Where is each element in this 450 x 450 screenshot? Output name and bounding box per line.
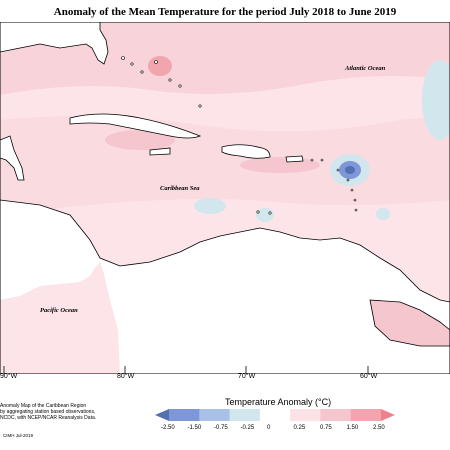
north-america-florida	[0, 22, 109, 65]
island	[320, 158, 324, 162]
legend-arrow-left	[155, 409, 169, 421]
cool-core-inner	[345, 166, 355, 174]
cool-spot-caribbean	[194, 198, 226, 214]
map-title: Anomaly of the Mean Temperature for the …	[53, 6, 397, 18]
cool-spot-atlantic	[422, 60, 450, 140]
island	[336, 168, 340, 172]
cool-spot-tobago	[376, 208, 390, 220]
legend-swatch	[259, 409, 291, 421]
small-islands	[121, 56, 358, 215]
anomaly-band-north	[0, 22, 450, 95]
warm-spot-hispaniola	[240, 157, 320, 173]
legend-swatch	[320, 409, 352, 421]
guyana-warm	[369, 299, 450, 347]
longitude-label-60w: 60°W	[360, 373, 378, 380]
legend-swatch	[350, 409, 382, 421]
island	[268, 211, 272, 215]
legend-tick-label: 0	[267, 425, 271, 431]
label-caribbean-sea: Caribbean Sea	[160, 185, 200, 192]
island	[198, 104, 202, 108]
warm-spot-bahamas	[148, 56, 172, 76]
island	[350, 188, 354, 192]
temperature-anomaly-map: Atlantic Ocean Caribbean Sea Pacific Oce…	[0, 22, 450, 374]
legend-tick-label: -0.75	[214, 425, 228, 431]
cuba	[69, 113, 202, 139]
credit-line: by aggregating station based observation…	[0, 409, 96, 415]
legend-tick-label: 0.25	[293, 425, 306, 431]
label-pacific-ocean: Pacific Ocean	[40, 307, 78, 314]
legend-arrow-right	[381, 409, 395, 421]
yucatan	[0, 135, 25, 181]
island	[310, 158, 314, 162]
legend-tick-label: 1.50	[346, 425, 359, 431]
cool-spot-aruba	[256, 208, 274, 222]
island	[154, 60, 158, 64]
longitude-label-70w: 70°W	[238, 373, 256, 380]
legend-tick-label: 0.75	[320, 425, 332, 431]
island	[168, 78, 172, 82]
longitude-ticks	[3, 366, 369, 374]
legend-swatch	[199, 409, 231, 421]
legend-colorbar	[155, 409, 395, 421]
island	[121, 56, 125, 60]
warm-spot-cayman	[105, 130, 175, 150]
legend-title: Temperature Anomaly (°C)	[225, 397, 332, 407]
pacific-ocean	[0, 262, 120, 374]
credit-id: CIMH Jul-2019	[3, 433, 34, 438]
legend-swatch	[169, 409, 200, 421]
island	[354, 208, 358, 212]
legend-tick-label: 2.50	[373, 425, 385, 431]
hispaniola	[221, 144, 271, 159]
landmasses	[0, 22, 450, 374]
puerto-rico	[285, 155, 304, 163]
credit-line: Anomaly Map of the Caribbean Region	[0, 403, 87, 409]
legend-tick-label: -0.25	[240, 425, 255, 431]
longitude-label-90w: 90°W	[0, 373, 18, 380]
legend-tick-label: -2.50	[161, 425, 175, 431]
island	[256, 210, 260, 214]
legend-swatch	[229, 409, 261, 421]
island	[353, 198, 357, 202]
legend-tick-label: -1.50	[187, 425, 202, 431]
legend-swatch	[290, 409, 321, 421]
longitude-label-80w: 80°W	[117, 373, 135, 380]
label-atlantic-ocean: Atlantic Ocean	[344, 65, 386, 72]
island	[346, 178, 350, 182]
jamaica	[149, 147, 171, 156]
credit-line: NCDC, with NCEP/NCAR Reanalysis Data.	[0, 415, 97, 421]
island	[130, 62, 134, 66]
credits-text: Anomaly Map of the Caribbean Region by a…	[0, 403, 120, 421]
island	[178, 84, 182, 88]
island	[140, 70, 144, 74]
